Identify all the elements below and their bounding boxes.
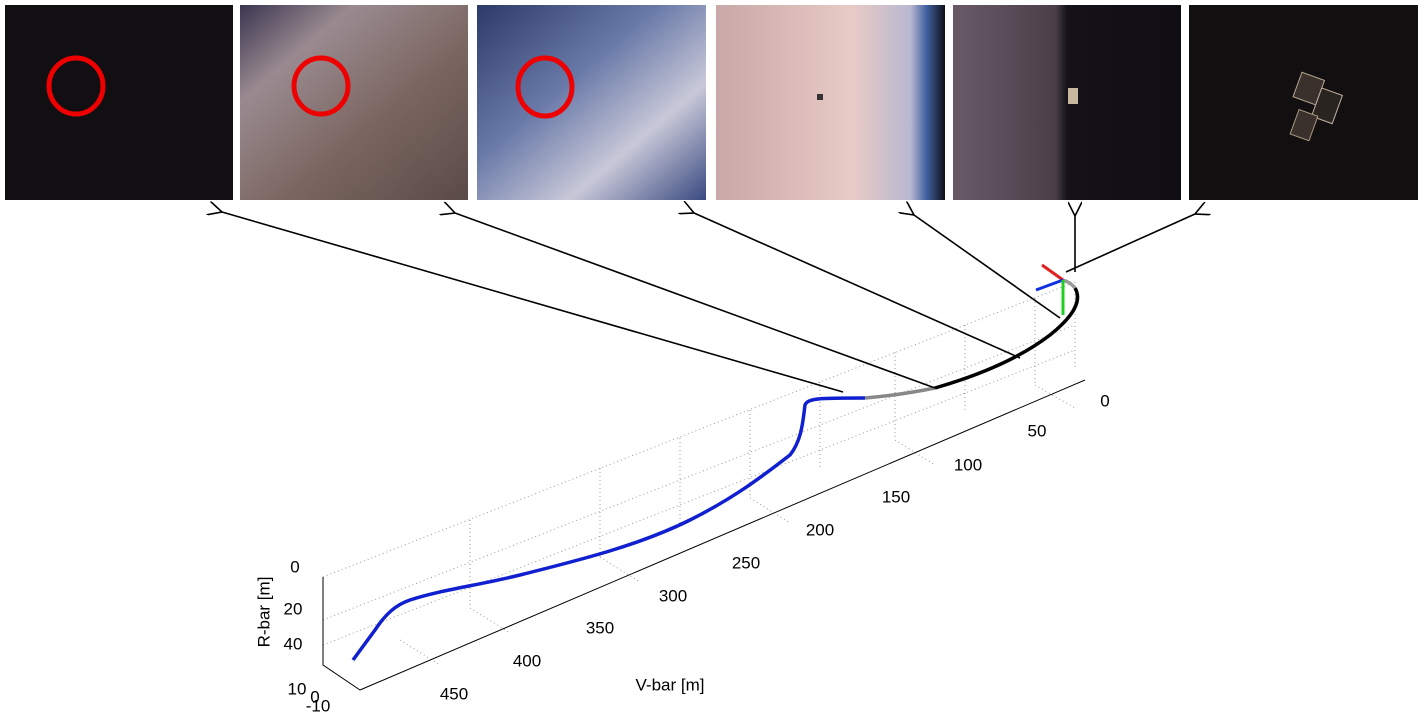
trajectory <box>864 386 936 400</box>
plot-3d: V-bar [m] R-bar [m] <box>222 212 1195 694</box>
trajectory <box>351 396 866 662</box>
axis-label: R-bar [m] <box>254 577 273 648</box>
satellite <box>1289 71 1344 142</box>
v-tick-label: 300 <box>659 586 687 605</box>
highlight <box>515 55 575 119</box>
w-tick-label: 0 <box>310 687 319 706</box>
v-tick-label: 350 <box>586 618 614 637</box>
v-tick-label: 150 <box>882 487 910 506</box>
arrow <box>222 212 844 393</box>
photo <box>1189 5 1418 200</box>
floor-grid <box>322 384 1076 691</box>
w-tick-label: 10 <box>288 679 307 698</box>
photo <box>240 5 468 200</box>
r-tick-label: 0 <box>290 557 299 576</box>
v-tick-label: 200 <box>806 520 834 539</box>
w-tick-label: -10 <box>306 696 331 715</box>
v-tick-label: 450 <box>440 684 468 703</box>
highlight <box>291 55 351 117</box>
v-tick-label: 0 <box>1100 391 1109 410</box>
arrow <box>1065 214 1195 273</box>
frame-x <box>1041 263 1064 282</box>
frame-y <box>1035 278 1064 292</box>
photo <box>953 5 1181 200</box>
arrow <box>694 213 1021 359</box>
photo <box>477 5 706 200</box>
v-tick-label: 50 <box>1028 421 1047 440</box>
axis-line <box>322 379 1086 691</box>
highlight <box>46 55 106 117</box>
trajectory <box>934 287 1080 390</box>
satellite <box>1068 88 1078 104</box>
v-tick-label: 100 <box>954 455 982 474</box>
r-tick-label: 40 <box>284 634 303 653</box>
arrow <box>455 213 936 389</box>
r-tick-label: 20 <box>284 599 303 618</box>
photo <box>716 5 945 200</box>
arrow <box>914 215 1061 319</box>
v-tick-label: 250 <box>732 553 760 572</box>
photo <box>5 5 233 200</box>
satellite <box>817 94 823 100</box>
photos <box>5 5 1418 200</box>
v-tick-label: 400 <box>513 651 541 670</box>
axis-label: V-bar [m] <box>636 675 705 694</box>
